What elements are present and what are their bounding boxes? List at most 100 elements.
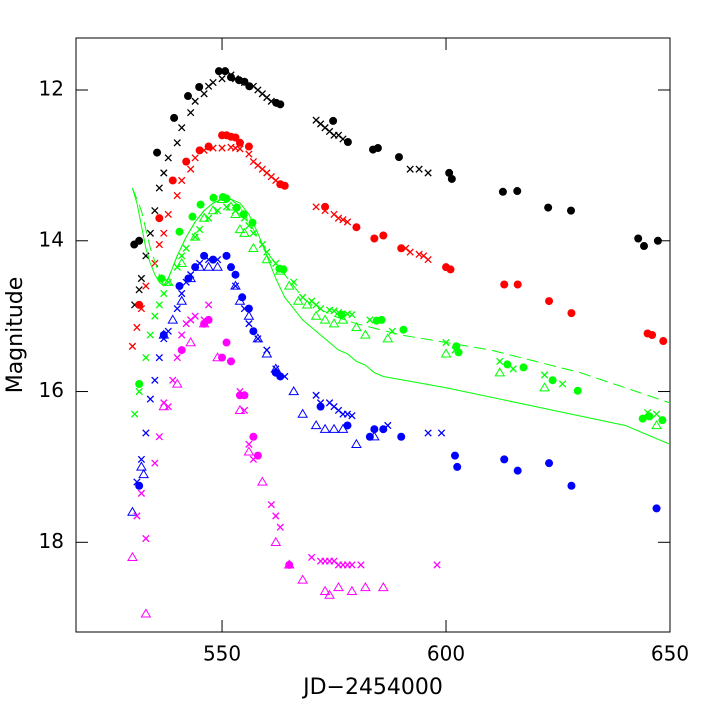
data-point (176, 295, 188, 305)
data-point (151, 206, 159, 215)
data-point (169, 376, 177, 384)
data-point (240, 214, 249, 222)
data-point (567, 206, 575, 215)
data-point (334, 308, 343, 317)
data-point (222, 203, 231, 211)
data-point (182, 244, 190, 252)
data-point (213, 255, 222, 264)
data-point (337, 314, 349, 324)
data-point (301, 299, 313, 309)
data-point (498, 187, 507, 196)
data-point (297, 574, 309, 584)
data-point (445, 168, 454, 177)
data-point (281, 372, 289, 381)
data-point (283, 280, 295, 290)
data-point (146, 331, 155, 339)
data-point (151, 312, 159, 320)
data-point (240, 406, 249, 415)
data-point (135, 379, 144, 388)
data-point (283, 559, 295, 569)
data-point (382, 333, 394, 343)
data-point (222, 338, 231, 347)
data-point (366, 316, 374, 324)
data-point (153, 148, 162, 157)
data-point (652, 504, 661, 513)
data-point (343, 138, 352, 147)
data-point (651, 419, 662, 430)
data-point (653, 236, 662, 245)
data-point (164, 278, 172, 286)
data-point (659, 337, 668, 346)
data-point (658, 416, 667, 425)
data-point (178, 124, 186, 132)
data-point (558, 380, 567, 388)
y-tick-label: 16 (39, 378, 64, 402)
data-point (182, 157, 191, 166)
data-point (377, 315, 386, 324)
data-point (500, 280, 509, 289)
data-point (333, 582, 344, 592)
data-point (648, 331, 657, 339)
data-point (234, 404, 246, 415)
data-point (292, 295, 304, 305)
data-point (222, 251, 231, 260)
data-point (137, 455, 146, 464)
data-point (160, 289, 168, 298)
data-point (245, 82, 254, 91)
data-point (447, 174, 456, 183)
data-point (496, 357, 504, 366)
data-point (239, 227, 250, 237)
data-point (155, 301, 163, 309)
data-point (212, 352, 223, 362)
data-point (440, 348, 452, 358)
data-point (377, 582, 389, 592)
data-point (131, 410, 139, 418)
data-point (328, 423, 340, 433)
data-point (230, 280, 241, 290)
data-point (200, 146, 208, 154)
data-point (135, 387, 143, 396)
data-point (218, 144, 226, 152)
data-point (176, 257, 188, 268)
data-point (238, 293, 247, 302)
data-point (348, 561, 356, 569)
y-tick-label: 14 (39, 227, 64, 251)
data-point (451, 346, 459, 354)
data-point (230, 208, 241, 219)
data-point (231, 270, 240, 279)
data-point (254, 335, 262, 343)
data-point (204, 214, 213, 222)
data-point (450, 451, 459, 460)
data-point (415, 165, 423, 173)
data-point (249, 455, 258, 464)
data-point (175, 282, 184, 291)
data-point (267, 97, 275, 105)
data-point (337, 423, 349, 433)
data-point (267, 500, 275, 509)
data-point (191, 154, 199, 162)
data-point (351, 321, 362, 332)
data-point (272, 176, 280, 185)
x-tick-label: 650 (651, 642, 689, 666)
data-point (343, 421, 352, 430)
data-point (288, 386, 300, 396)
data-point (155, 240, 163, 249)
dashed-line (131, 187, 671, 404)
data-point (567, 309, 576, 318)
data-point (135, 286, 143, 294)
data-point (231, 133, 240, 142)
data-point (173, 263, 181, 271)
data-point (384, 421, 392, 430)
data-point (209, 78, 217, 87)
data-point (346, 585, 358, 595)
data-point (328, 318, 340, 328)
data-point (133, 323, 141, 332)
data-point (136, 461, 147, 471)
data-point (310, 419, 322, 430)
data-point (539, 382, 550, 392)
data-point (185, 337, 197, 347)
data-point (135, 300, 144, 309)
data-point (276, 100, 285, 109)
data-point (454, 348, 463, 357)
data-point (155, 214, 164, 223)
